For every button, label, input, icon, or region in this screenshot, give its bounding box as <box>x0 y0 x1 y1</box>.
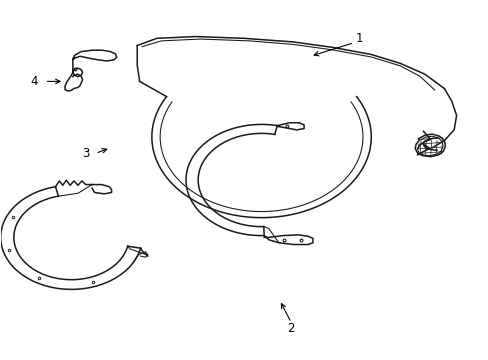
Text: 4: 4 <box>30 75 38 88</box>
Text: 1: 1 <box>355 32 362 45</box>
Text: 3: 3 <box>82 147 89 159</box>
Text: 2: 2 <box>286 322 294 335</box>
